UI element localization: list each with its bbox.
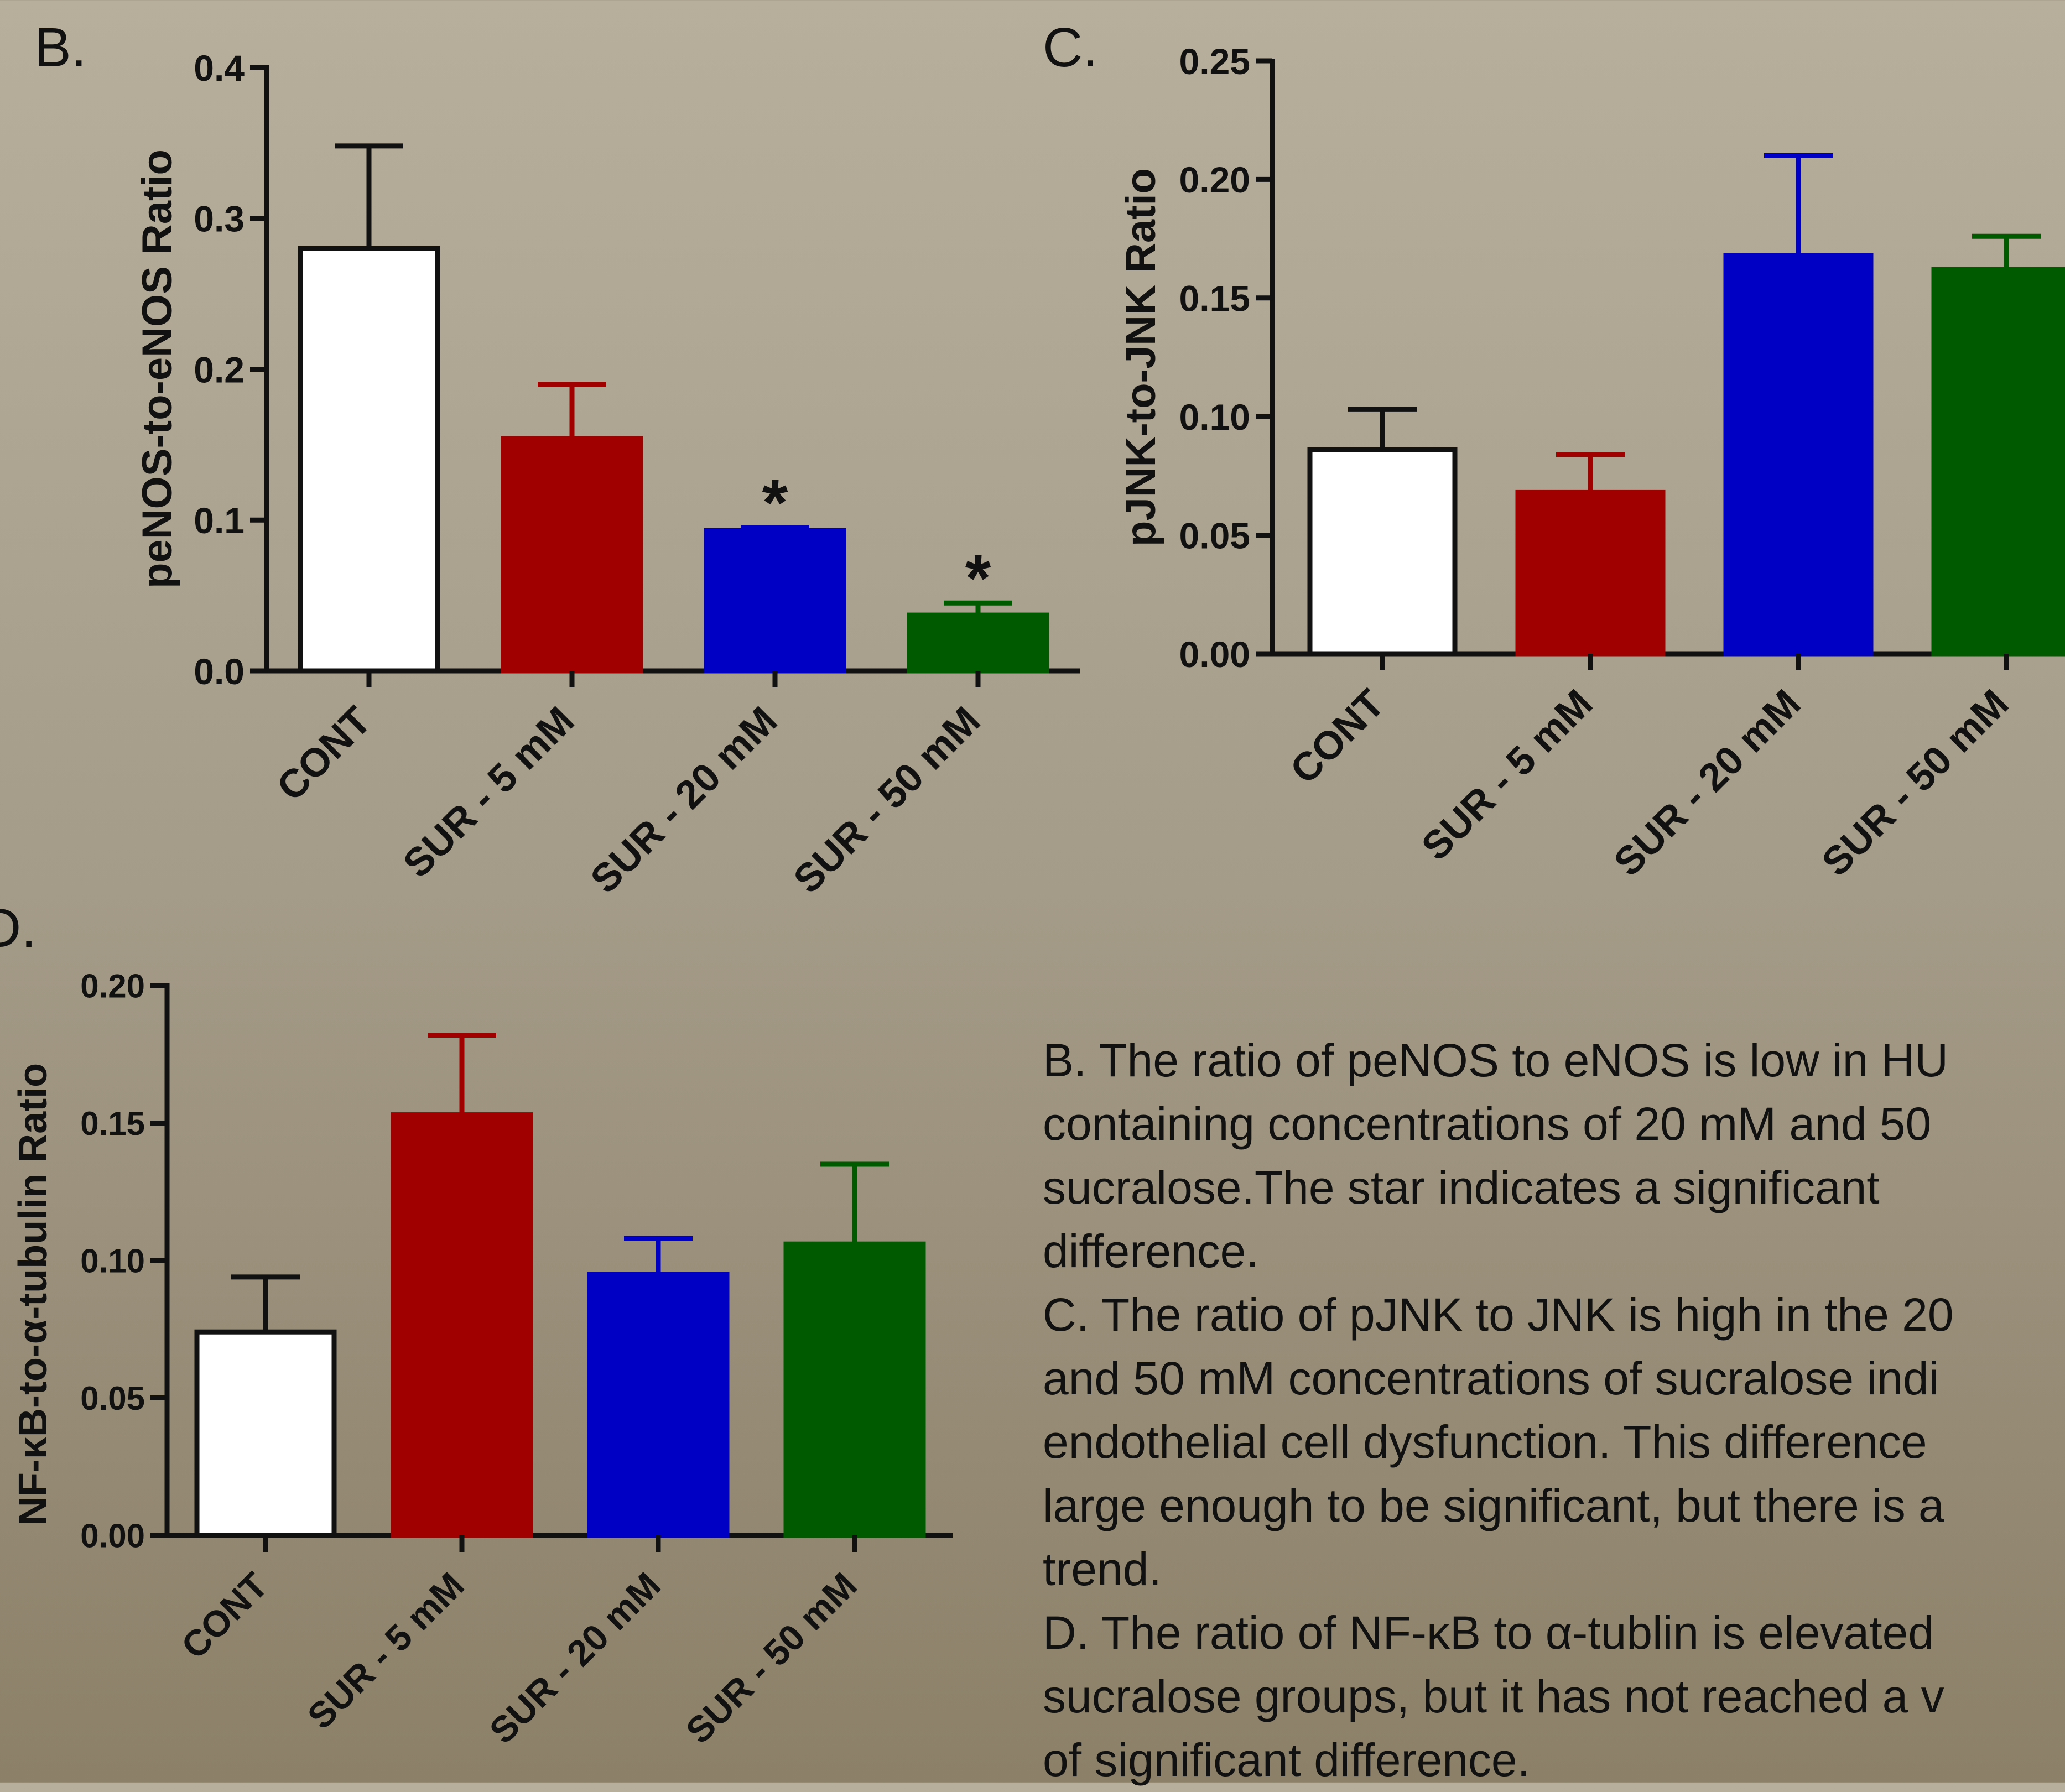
y-axis-label-c: pJNK-to-JNK Ratio (1117, 168, 1164, 546)
category-label-b-1: SUR - 5 mM (395, 699, 582, 886)
bar-b-2 (704, 528, 846, 674)
bar-c-3 (1931, 267, 2065, 657)
bar-c-2 (1723, 253, 1874, 657)
y-tick-label-d-4: 0.20 (80, 968, 145, 1005)
figure-caption: B. The ratio of peNOS to eNOS is low in … (1043, 1029, 2065, 1792)
significance-marker-b-3: * (965, 541, 991, 615)
y-axis-label-d: NF-κB-to-α-tubulin Ratio (11, 1063, 55, 1525)
y-tick-label-c-0: 0.00 (1179, 634, 1250, 675)
panel-label-d: D. (0, 897, 37, 959)
caption-line-7: endothelial cell dysfunction. This diffe… (1043, 1416, 1927, 1468)
category-label-d-0: CONT (173, 1565, 275, 1667)
category-label-c-2: SUR - 20 mM (1606, 681, 1809, 885)
y-tick-label-b-1: 0.1 (194, 500, 245, 541)
category-label-d-3: SUR - 50 mM (678, 1565, 865, 1752)
category-label-b-0: CONT (269, 699, 380, 810)
bar-b-1 (501, 436, 643, 674)
y-tick-label-d-1: 0.05 (80, 1380, 145, 1417)
caption-line-4: difference. (1043, 1225, 1259, 1277)
y-tick-label-b-2: 0.2 (194, 349, 245, 390)
bar-d-3 (783, 1241, 926, 1538)
caption-line-5: C. The ratio of pJNK to JNK is high in t… (1043, 1289, 1954, 1341)
caption-line-12: of significant difference. (1043, 1734, 1530, 1786)
y-tick-label-b-0: 0.0 (194, 651, 245, 692)
caption-line-11: sucralose groups, but it has not reached… (1043, 1670, 1944, 1722)
significance-marker-b-2: * (762, 466, 788, 540)
category-label-c-0: CONT (1282, 681, 1393, 793)
caption-line-3: sucralose.The star indicates a significa… (1043, 1161, 1880, 1213)
chart-panel-d: D. NF-κB-to-α-tubulin Ratio 0.00 0.05 0.10 0.… (0, 897, 953, 1751)
y-tick-label-c-5: 0.25 (1179, 41, 1250, 82)
y-tick-label-b-4: 0.4 (194, 48, 245, 88)
y-tick-label-c-1: 0.05 (1179, 515, 1250, 556)
category-label-d-2: SUR - 20 mM (481, 1565, 668, 1752)
y-tick-label-d-3: 0.15 (80, 1105, 145, 1142)
bar-d-0 (194, 1329, 337, 1538)
category-label-c-3: SUR - 50 mM (1814, 681, 2017, 885)
bar-c-1 (1515, 489, 1666, 657)
y-tick-label-c-4: 0.20 (1179, 159, 1250, 200)
caption-line-6: and 50 mM concentrations of sucralose in… (1043, 1352, 1939, 1404)
category-label-d-1: SUR - 5 mM (299, 1565, 472, 1737)
chart-panel-b: B. peNOS-to-eNOS Ratio 0.0 0.1 0.2 0.3 0.4 CONT… (34, 17, 1080, 902)
caption-line-9: trend. (1043, 1543, 1162, 1595)
caption-line-2: containing concentrations of 20 mM and 5… (1043, 1098, 1932, 1150)
chart-panel-c: C. pJNK-to-JNK Ratio 0.00 0.05 0.10 0.15 0.20 0… (1043, 17, 2065, 885)
y-axis-label-b: peNOS-to-eNOS Ratio (134, 149, 181, 588)
y-tick-label-d-0: 0.00 (80, 1518, 145, 1555)
y-tick-label-d-2: 0.10 (80, 1243, 145, 1280)
y-tick-label-c-3: 0.15 (1179, 278, 1250, 319)
bar-d-1 (391, 1112, 533, 1538)
bar-b-3 (907, 612, 1049, 674)
caption-line-1: B. The ratio of peNOS to eNOS is low in … (1043, 1034, 1949, 1086)
panel-label-b: B. (34, 17, 86, 79)
caption-line-10: D. The ratio of NF-κB to α-tublin is ele… (1043, 1607, 1934, 1659)
bar-c-0 (1307, 447, 1458, 657)
caption-line-8: large enough to be significant, but ther… (1043, 1480, 1944, 1531)
category-label-b-2: SUR - 20 mM (582, 699, 786, 902)
y-tick-label-c-2: 0.10 (1179, 397, 1250, 437)
bar-d-2 (587, 1272, 730, 1538)
category-label-c-1: SUR - 5 mM (1413, 681, 1601, 869)
category-label-b-3: SUR - 50 mM (786, 699, 989, 902)
y-tick-label-b-3: 0.3 (194, 199, 245, 239)
panel-label-c: C. (1043, 17, 1098, 79)
bar-b-0 (298, 246, 440, 674)
